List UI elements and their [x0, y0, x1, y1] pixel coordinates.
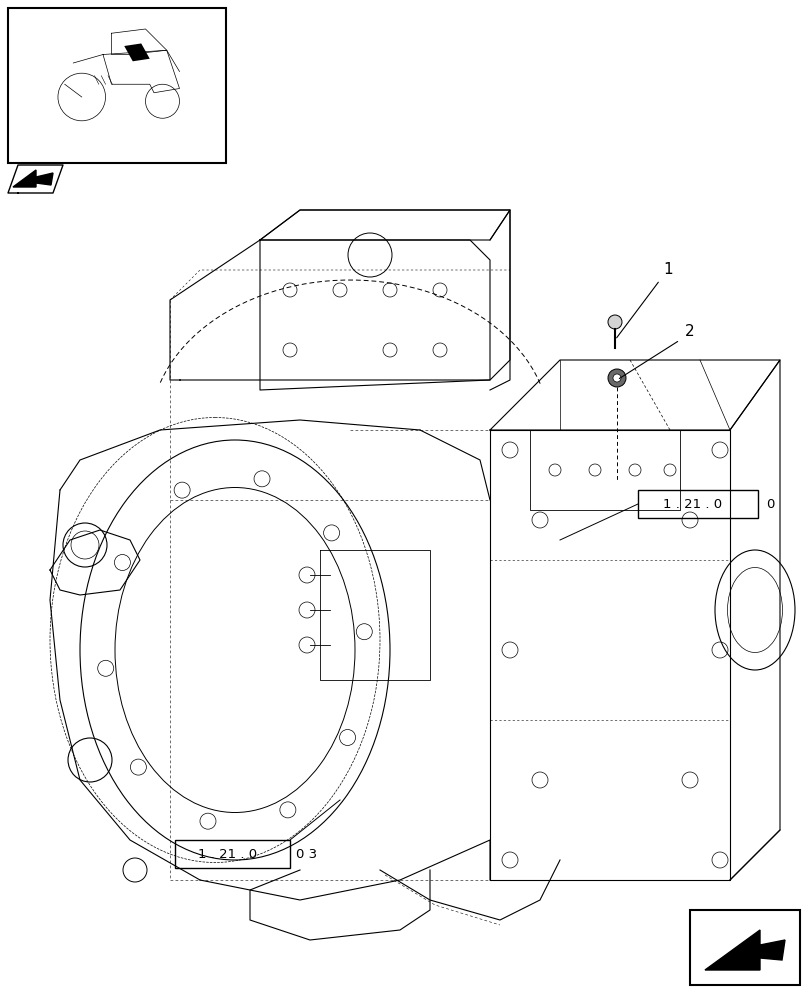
Circle shape [612, 374, 620, 382]
Text: 2: 2 [684, 324, 694, 340]
Text: 0: 0 [765, 498, 774, 512]
Bar [637, 490, 757, 518]
Text: 1 . 21 . 0: 1 . 21 . 0 [663, 498, 722, 512]
Polygon shape [124, 43, 149, 61]
Bar [8, 8, 225, 163]
Circle shape [607, 315, 621, 329]
Text: 1 . 21 . 0: 1 . 21 . 0 [198, 848, 257, 861]
Polygon shape [13, 170, 53, 187]
Polygon shape [704, 930, 784, 970]
Bar [689, 910, 799, 985]
Text: 1: 1 [663, 262, 672, 277]
Text: 0 3: 0 3 [296, 848, 317, 861]
Circle shape [607, 369, 625, 387]
Bar [175, 840, 290, 868]
